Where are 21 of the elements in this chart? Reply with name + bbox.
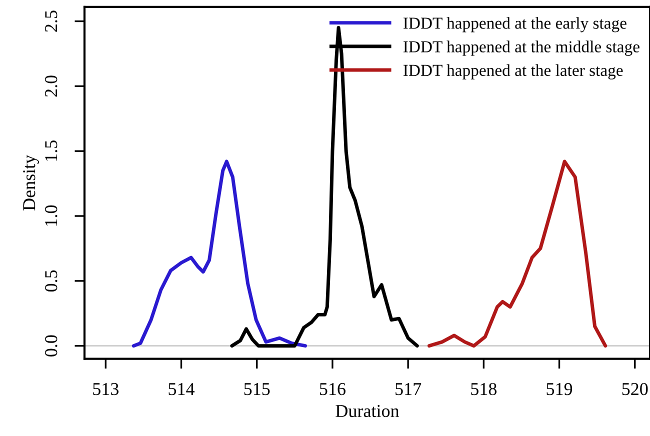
y-tick-label: 1.0 [45, 205, 58, 226]
y-tick-label: 2.0 [45, 76, 58, 97]
x-tick-label: 519 [546, 383, 572, 396]
y-tick-label: 2.5 [45, 10, 58, 32]
x-tick-label: 520 [622, 382, 648, 396]
x-tick-label: 518 [471, 382, 497, 396]
x-tick-label: 516 [320, 383, 346, 396]
x-tick-label: 514 [168, 383, 195, 396]
x-tick-label: 513 [93, 383, 119, 396]
y-tick-label: 0.0 [45, 335, 58, 356]
legend-label: IDDT happened at the early stage [403, 17, 626, 32]
x-axis-title: Duration [336, 404, 400, 418]
y-tick-label: 1.5 [45, 140, 58, 161]
legend-label: IDDT happened at the later stage [403, 64, 623, 80]
line-series [132, 160, 307, 348]
line-series [428, 160, 608, 348]
y-axis-title: Density [23, 154, 39, 210]
y-tick-label: 0.5 [45, 270, 58, 292]
x-tick-label: 515 [244, 383, 270, 396]
legend-label: IDDT happened at the middle stage [403, 40, 640, 56]
x-tick-label: 517 [396, 383, 422, 396]
